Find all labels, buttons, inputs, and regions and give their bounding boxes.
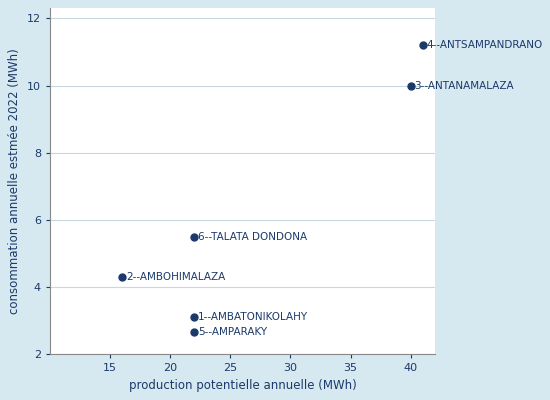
X-axis label: production potentielle annuelle (MWh): production potentielle annuelle (MWh) <box>129 379 356 392</box>
Point <box>190 314 199 320</box>
Text: 1--AMBATONIKOLAHY: 1--AMBATONIKOLAHY <box>198 312 308 322</box>
Point <box>190 233 199 240</box>
Text: 4--ANTSAMPANDRANO: 4--ANTSAMPANDRANO <box>426 40 543 50</box>
Text: 6--TALATA DONDONA: 6--TALATA DONDONA <box>198 232 307 242</box>
Y-axis label: consommation annuelle estmée 2022 (MWh): consommation annuelle estmée 2022 (MWh) <box>8 48 21 314</box>
Text: 3--ANTANAMALAZA: 3--ANTANAMALAZA <box>414 80 514 90</box>
Point <box>118 274 127 280</box>
Text: 5--AMPARAKY: 5--AMPARAKY <box>198 327 267 337</box>
Text: 2--AMBOHIMALAZA: 2--AMBOHIMALAZA <box>126 272 225 282</box>
Point <box>406 82 415 89</box>
Point <box>419 42 427 48</box>
Point <box>190 329 199 336</box>
